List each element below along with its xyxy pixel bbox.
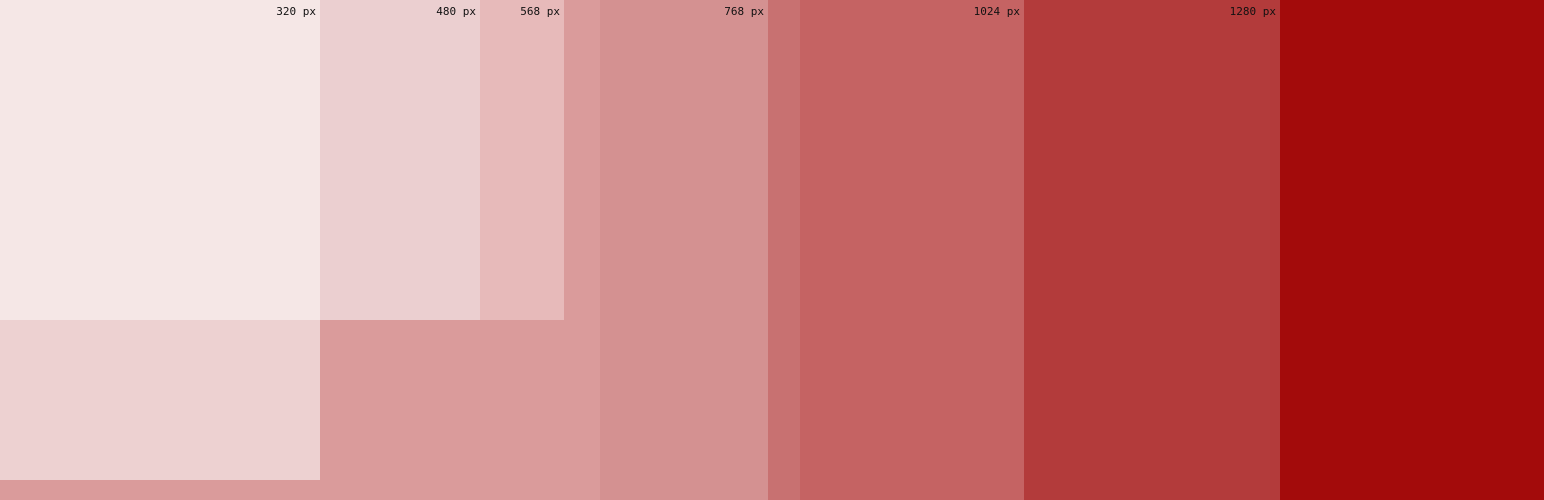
breakpoint-label-320: 320 px: [276, 5, 316, 18]
breakpoint-label-568: 568 px: [520, 5, 560, 18]
breakpoint-label-1024: 1024 px: [973, 5, 1020, 18]
breakpoint-label-480: 480 px: [436, 5, 476, 18]
breakpoint-band-0: 320 px: [0, 0, 320, 320]
breakpoint-label-768: 768 px: [724, 5, 764, 18]
breakpoint-label-1280: 1280 px: [1229, 5, 1276, 18]
